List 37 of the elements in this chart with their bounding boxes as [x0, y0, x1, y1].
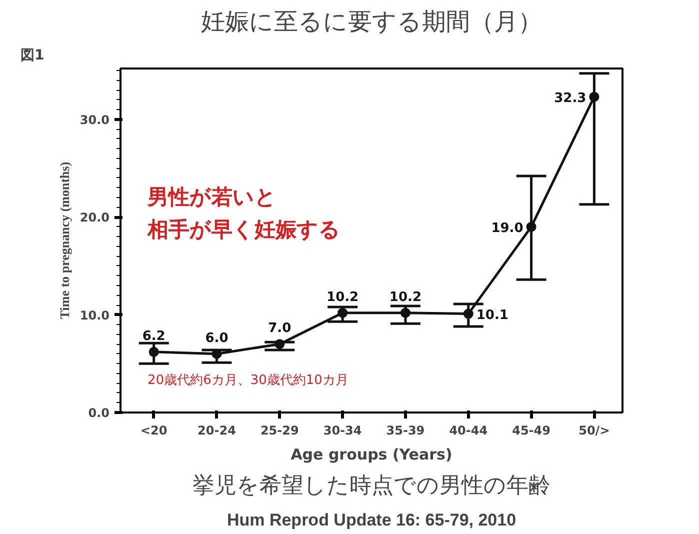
- point: [212, 348, 222, 359]
- point: [463, 308, 474, 319]
- text: Hum Reprod Update 16: 65-79, 2010: [226, 510, 516, 530]
- y-tick-label: 10.0: [80, 308, 110, 322]
- point: [274, 339, 285, 350]
- x-tick-label: 20-24: [198, 424, 236, 438]
- chart-title: 妊娠に至るに要する期間（月）: [201, 8, 542, 36]
- x-tick-label: 25-29: [260, 424, 299, 438]
- y-tick-label: 0.0: [88, 406, 110, 420]
- y-axis-title: Time to pregnancy (months): [56, 162, 72, 320]
- point: [400, 308, 410, 318]
- data-label: 6.2: [142, 328, 166, 344]
- x-tick-label: 45-49: [512, 424, 550, 438]
- x-tick-label: 40-44: [449, 424, 488, 438]
- caption: 図1: [20, 48, 44, 64]
- point: [148, 346, 159, 357]
- annotation: 相手が早く妊娠する: [146, 217, 341, 242]
- y-tick-label: 30.0: [80, 112, 110, 127]
- data-label: 10.2: [389, 290, 422, 305]
- x-tick-label: <20: [140, 424, 168, 438]
- data-label: 7.0: [268, 321, 292, 336]
- point: [589, 92, 600, 102]
- y-tick-label: 20.0: [80, 210, 110, 225]
- data-label: 32.3: [554, 90, 586, 106]
- x-axis-title: Age groups (Years): [290, 446, 452, 464]
- x-tick-label: 35-39: [386, 424, 425, 438]
- text: 挙児を希望した時点での男性の年齢: [192, 474, 550, 498]
- data-label: 6.0: [205, 330, 228, 346]
- data-label: 19.0: [491, 220, 524, 236]
- data-label: 10.1: [476, 308, 508, 323]
- x-tick-label: 50/>: [578, 424, 610, 438]
- annotation: 20歳代約6カ月、30歳代約10カ月: [148, 373, 348, 388]
- x-tick-label: 30-34: [323, 424, 362, 438]
- point: [338, 308, 348, 318]
- annotation: 男性が若いと: [146, 185, 277, 210]
- point: [526, 222, 536, 232]
- data-label: 10.2: [326, 290, 359, 305]
